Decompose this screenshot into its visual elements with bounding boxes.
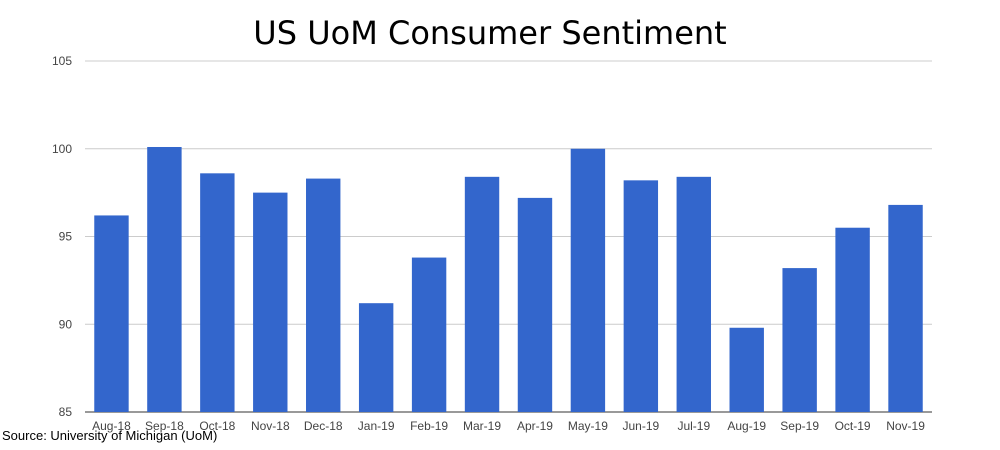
y-tick-label: 90: [59, 317, 73, 331]
x-tick-label: May-19: [568, 419, 608, 433]
bar-Nov-19: [888, 204, 923, 412]
x-tick-label: Nov-19: [886, 419, 925, 433]
x-axis: Aug-18 Sep-18 Oct-18 Nov-18 Dec-18 Jan-19 Feb-…: [92, 419, 925, 433]
x-tick-label: Oct-18: [199, 419, 235, 433]
x-tick-label: Aug-19: [727, 419, 766, 433]
bar-Feb-19: [411, 257, 447, 412]
bar-Jun-19: [623, 180, 659, 412]
bar-Aug-18: [94, 215, 129, 412]
x-tick-label: Dec-18: [304, 419, 343, 433]
x-tick-label: Jul-19: [677, 419, 710, 433]
bar-May-19: [570, 148, 606, 412]
y-tick-label: 100: [52, 142, 72, 156]
x-tick-label: Jun-19: [622, 419, 659, 433]
bar-Jul-19: [676, 176, 711, 412]
y-tick-label: 85: [59, 405, 73, 419]
bar-Jan-19: [358, 303, 394, 412]
y-tick-label: 105: [52, 54, 72, 68]
y-axis: 85 90 95 100 105: [52, 54, 72, 419]
x-tick-label: Apr-19: [517, 419, 553, 433]
bar-Aug-19: [729, 327, 764, 412]
bar-Oct-19: [835, 227, 870, 412]
x-tick-label: Aug-18: [92, 419, 131, 433]
x-tick-label: Nov-18: [251, 419, 290, 433]
y-tick-label: 95: [59, 230, 73, 244]
bar-Sep-19: [782, 268, 817, 412]
bar-Oct-18: [200, 173, 235, 412]
x-tick-label: Jan-19: [358, 419, 395, 433]
x-tick-label: Sep-18: [145, 419, 184, 433]
bar-Nov-18: [253, 192, 288, 412]
x-tick-label: Mar-19: [463, 419, 501, 433]
x-tick-label: Sep-19: [780, 419, 819, 433]
bar-Mar-19: [464, 176, 500, 412]
x-tick-label: Oct-19: [835, 419, 871, 433]
source-note: Source: University of Michigan (UoM): [2, 428, 218, 443]
bars: [94, 146, 923, 412]
bar-Apr-19: [517, 197, 553, 412]
x-tick-label: Feb-19: [410, 419, 448, 433]
bar-Dec-18: [306, 178, 341, 412]
bar-Sep-18: [147, 146, 182, 412]
chart-title: US UoM Consumer Sentiment: [253, 14, 727, 52]
